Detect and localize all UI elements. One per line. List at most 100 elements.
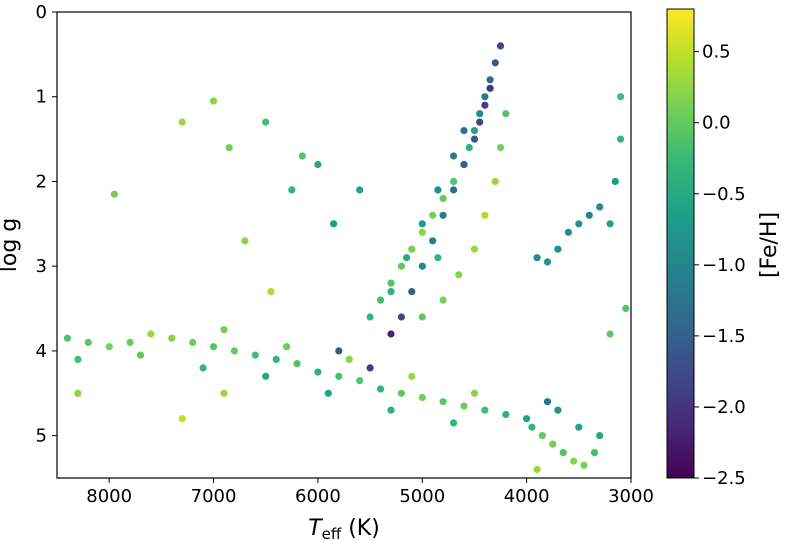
data-point (439, 194, 447, 202)
data-point (470, 245, 479, 253)
data-point (387, 288, 395, 296)
data-points-layer (63, 42, 630, 474)
colorbar-tick-label: −1.0 (702, 255, 746, 276)
data-point (408, 372, 416, 380)
data-point (528, 423, 536, 431)
data-point (434, 186, 442, 194)
data-point (559, 449, 567, 457)
data-point (476, 118, 484, 126)
colorbar-label: [Fe/H] (757, 212, 782, 278)
point-group-m-dwarfs (528, 398, 604, 474)
data-point (408, 245, 416, 253)
data-point (549, 440, 557, 448)
data-point (189, 338, 197, 346)
data-point (105, 343, 113, 351)
data-point (84, 338, 92, 346)
data-point (251, 351, 259, 359)
data-point (429, 237, 437, 245)
data-point (230, 347, 238, 355)
data-point (168, 334, 176, 342)
point-group-scattered (74, 93, 630, 423)
data-point (486, 76, 494, 84)
data-point (397, 389, 405, 397)
data-point (283, 343, 291, 351)
data-point (554, 245, 562, 253)
data-point (429, 211, 437, 219)
y-axis-label: log g (0, 218, 22, 273)
data-point (491, 59, 499, 67)
data-point (606, 330, 614, 338)
data-point (418, 313, 426, 321)
data-point (460, 160, 468, 169)
data-point (476, 110, 484, 118)
x-tick-label: 6000 (295, 486, 341, 507)
data-point (387, 279, 395, 287)
data-point (491, 177, 499, 186)
data-point (617, 93, 625, 101)
point-group-red-giant-branch (366, 42, 510, 321)
data-point (554, 406, 562, 414)
data-point (366, 364, 374, 372)
data-point (596, 203, 604, 211)
data-point (220, 326, 228, 334)
data-point (460, 127, 468, 135)
data-point (418, 220, 426, 228)
data-point (575, 220, 583, 228)
data-point (387, 330, 395, 338)
data-point (502, 110, 510, 118)
data-point (330, 220, 338, 228)
data-point (356, 377, 364, 385)
point-group-metal-poor-sequence (335, 84, 494, 372)
data-point (606, 220, 614, 228)
colorbar-tick-label: 0.0 (702, 113, 731, 134)
data-point (324, 389, 332, 397)
data-point (481, 406, 489, 414)
data-point (622, 304, 630, 313)
data-point (74, 389, 82, 397)
x-tick-label: 8000 (86, 486, 132, 507)
data-point (470, 389, 479, 397)
data-point (538, 432, 546, 440)
data-point (267, 288, 275, 296)
y-tick-label: 0 (36, 2, 47, 23)
data-point (496, 42, 505, 50)
data-point (460, 402, 468, 410)
x-axis-label-symbol: T (308, 516, 323, 540)
x-axis-label: Teff (K) (308, 516, 380, 540)
data-point (335, 347, 343, 355)
plot-frame (56, 11, 632, 479)
data-point (543, 258, 552, 266)
data-point (470, 127, 479, 135)
data-point (397, 313, 405, 321)
data-point (387, 406, 395, 414)
data-point (418, 228, 426, 236)
x-tick-label: 3000 (608, 486, 654, 507)
data-point (575, 423, 583, 431)
data-point (397, 262, 405, 270)
colorbar-tick-label: −1.5 (702, 326, 746, 347)
y-tick-label: 3 (36, 256, 47, 277)
data-point (617, 135, 625, 143)
data-point (502, 410, 510, 419)
data-point (455, 271, 463, 279)
x-tick-label: 7000 (191, 486, 237, 507)
data-point (418, 262, 426, 270)
x-axis: 8000 7000 6000 5000 4000 3000 (86, 478, 654, 507)
data-point (345, 355, 353, 363)
data-point (110, 190, 118, 198)
y-tick-label: 1 (36, 87, 47, 108)
data-point (335, 372, 343, 380)
data-point (314, 160, 322, 169)
y-tick-label: 2 (36, 171, 47, 192)
data-point (439, 296, 447, 304)
data-point (136, 351, 145, 359)
colorbar-tick-label: −2.5 (702, 468, 746, 489)
data-point (439, 211, 447, 219)
data-point (178, 118, 186, 126)
y-tick-label: 5 (36, 426, 47, 447)
data-point (288, 186, 296, 194)
data-point (465, 144, 473, 152)
data-point (564, 228, 573, 236)
colorbar-axis: 0.5 0.0 −0.5 −1.0 −1.5 −2.0 −2.5 (694, 42, 746, 489)
